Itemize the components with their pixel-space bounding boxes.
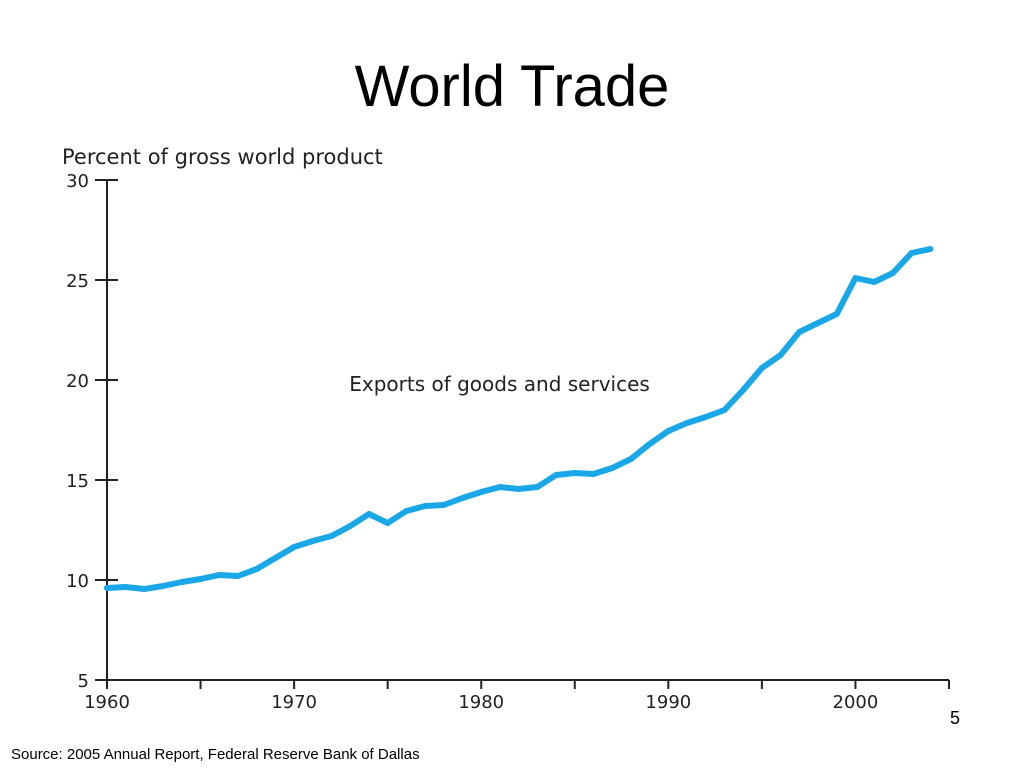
series-point bbox=[665, 428, 672, 434]
y-axis-label: Percent of gross world product bbox=[62, 145, 383, 169]
series-point bbox=[590, 471, 597, 477]
x-tick-label: 1970 bbox=[271, 692, 317, 713]
series-point bbox=[459, 495, 466, 501]
y-tick-label: 10 bbox=[66, 571, 89, 592]
series-point bbox=[347, 523, 354, 529]
y-tick-label: 15 bbox=[66, 471, 89, 492]
series-point bbox=[384, 520, 391, 526]
series-point bbox=[309, 538, 316, 544]
series-point bbox=[328, 533, 335, 539]
series-point bbox=[178, 579, 185, 585]
source-note: Source: 2005 Annual Report, Federal Rese… bbox=[11, 746, 420, 763]
page-number: 5 bbox=[950, 708, 961, 728]
series-point bbox=[122, 584, 129, 590]
series-point bbox=[684, 420, 691, 426]
series-point bbox=[571, 470, 578, 476]
series-point bbox=[871, 279, 878, 285]
series-point bbox=[291, 544, 298, 550]
series-point bbox=[553, 472, 560, 478]
y-tick-label: 20 bbox=[66, 371, 89, 392]
exports-series-line bbox=[104, 246, 934, 592]
y-tick-label: 30 bbox=[66, 171, 89, 192]
series-point bbox=[777, 352, 784, 358]
x-tick-label: 1980 bbox=[458, 692, 504, 713]
series-point bbox=[889, 270, 896, 276]
series-point bbox=[815, 320, 822, 326]
series-point bbox=[740, 387, 747, 393]
series-point bbox=[646, 441, 653, 447]
series-point bbox=[927, 246, 934, 252]
series-point bbox=[496, 484, 503, 490]
series-point bbox=[141, 586, 148, 592]
y-tick-label: 25 bbox=[66, 271, 89, 292]
series-point bbox=[253, 566, 260, 572]
x-tick-label: 1990 bbox=[645, 692, 691, 713]
series-point bbox=[908, 250, 915, 256]
series-point bbox=[104, 585, 110, 591]
series-point bbox=[422, 503, 429, 509]
series-point bbox=[534, 484, 541, 490]
series-point bbox=[833, 311, 840, 317]
series-point bbox=[160, 583, 167, 589]
series-point bbox=[197, 576, 204, 582]
slide-title: World Trade bbox=[354, 54, 670, 119]
series-point bbox=[796, 329, 803, 335]
series-point bbox=[403, 508, 410, 514]
series-annotation-label: Exports of goods and services bbox=[349, 372, 650, 396]
series-point bbox=[758, 365, 765, 371]
series-point bbox=[609, 465, 616, 471]
y-tick-label: 5 bbox=[78, 671, 89, 692]
x-tick-label: 2000 bbox=[833, 692, 879, 713]
series-point bbox=[272, 555, 279, 561]
series-point bbox=[216, 572, 223, 578]
series-point bbox=[440, 502, 447, 508]
series-point bbox=[365, 511, 372, 517]
series-point bbox=[702, 414, 709, 420]
x-tick-label: 1960 bbox=[84, 692, 130, 713]
series-point bbox=[627, 456, 634, 462]
series-point bbox=[852, 275, 859, 281]
series-point bbox=[515, 486, 522, 492]
series-point bbox=[234, 573, 241, 579]
series-point bbox=[721, 407, 728, 413]
series-point bbox=[478, 489, 485, 495]
